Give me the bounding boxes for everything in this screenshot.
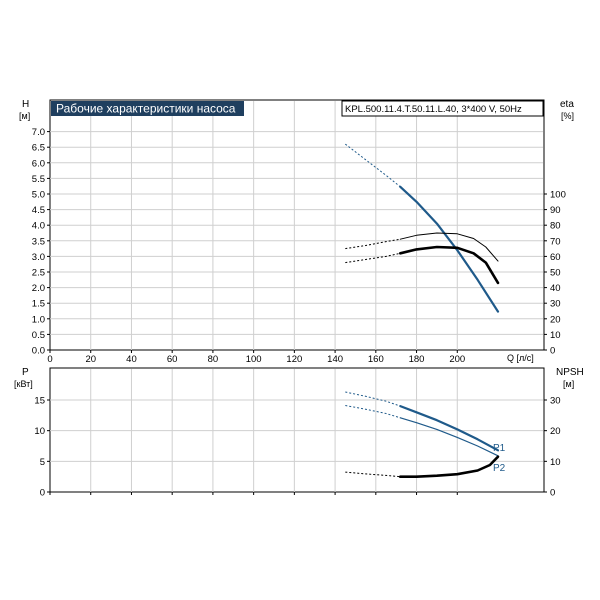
p-axis-unit: [кВт] [14,379,33,389]
p1-curve-label: P1 [493,443,506,454]
model-label-box [341,100,544,117]
bottom-y-right-tick-label: 10 [550,457,561,468]
q-tick-label: 0 [47,354,52,365]
npsh-axis-label: NPSH [556,367,584,378]
eta_thin-curve-extrapolated [345,238,401,250]
h-curve [399,185,500,313]
bottom-y-right-tick-label: 30 [550,396,561,407]
top-y-right-tick-label: 10 [550,330,561,341]
q-tick-label: 200 [449,354,465,365]
q-tick-label: 100 [246,354,262,365]
top-y-left-tick-label: 7.0 [32,127,45,138]
q-axis-label: Q [л/с] [507,353,534,363]
top-y-right-tick-label: 40 [550,283,561,294]
p1-curve-extrapolated [345,391,401,407]
chart-title: Рабочие характеристики насоса [56,102,236,116]
q-tick-label: 60 [167,354,178,365]
bottom-y-right-tick-label: 0 [550,488,555,499]
bottom-series [345,391,500,479]
top-y-left-tick-label: 5.5 [32,174,45,185]
p-axis-label: P [22,367,29,378]
bottom-y-right-tick-label: 20 [550,426,561,437]
bottom-y-left-tick-label: 5 [40,457,45,468]
top-y-left-tick-label: 5.0 [32,190,45,201]
top-series [344,143,500,313]
top-y-left-tick-label: 0.0 [32,346,45,357]
q-tick-label: 140 [327,354,343,365]
bottom-y-left-tick-label: 10 [34,426,45,437]
bottom-y-left-tick-label: 0 [40,488,45,499]
top-panel: 0 20 40 60 80 100 120 140 160 180 2000.00.51.01.52… [19,99,574,365]
p2-curve-extrapolated [345,405,401,419]
q-tick-label: 120 [286,354,302,365]
top-y-right-tick-label: 20 [550,314,561,325]
q-tick-label: 180 [409,354,425,365]
top-y-right-tick-label: 30 [550,299,561,310]
model-label: KPL.500.11.4.T.50.11.L.40, 3*400 V, 50Hz [345,104,522,115]
top-y-left-tick-label: 4.0 [32,221,45,232]
h-axis-unit: [м] [19,111,30,121]
top-y-left-tick-label: 2.5 [32,268,45,279]
top-ticks: 0 20 40 60 80 100 120 140 160 180 2000.00.51.01.52… [32,127,566,365]
eta-axis-label: eta [560,99,574,110]
eta_thin-curve [399,232,499,262]
q-tick-label: 20 [85,354,96,365]
top-y-right-tick-label: 60 [550,252,561,263]
top-y-left-tick-label: 0.5 [32,330,45,341]
p1-curve [399,405,500,452]
chart-title-box [51,101,244,116]
top-y-left-tick-label: 1.5 [32,299,45,310]
npsh-curve [398,455,500,479]
top-y-left-tick-label: 2.0 [32,283,45,294]
bottom-y-left-tick-label: 15 [34,396,45,407]
q-tick-label: 160 [368,354,384,365]
top-y-left-tick-label: 3.5 [32,236,45,247]
bottom-panel: 0 5 10 15 0 10 20 30 P [кВт] NPSH [м] P1 P2 [14,367,584,499]
p2-curve [399,417,499,457]
top-y-left-tick-label: 3.0 [32,252,45,263]
q-tick-label: 40 [126,354,137,365]
top-grid [50,101,543,350]
npsh-axis-unit: [м] [563,379,574,389]
top-y-right-tick-label: 80 [550,221,561,232]
top-y-right-tick-label: 50 [550,268,561,279]
eta_thick-curve [398,245,500,285]
top-y-left-tick-label: 1.0 [32,314,45,325]
h-axis-label: H [22,99,29,110]
h-curve-extrapolated [344,143,401,188]
q-tick-label: 80 [208,354,219,365]
bottom-plot-frame [49,367,545,493]
top-y-right-tick-label: 70 [550,236,561,247]
top-y-left-tick-label: 6.0 [32,158,45,169]
bottom-ticks: 0 5 10 15 0 10 20 30 [34,396,560,499]
bottom-grid [50,369,543,492]
npsh-curve-extrapolated [345,471,401,478]
top-y-left-tick-label: 4.5 [32,205,45,216]
top-y-right-tick-label: 0 [550,346,555,357]
eta-axis-unit: [%] [561,111,574,121]
top-y-right-tick-label: 90 [550,205,561,216]
p2-curve-label: P2 [493,463,506,474]
eta_thick-curve-extrapolated [345,252,401,264]
top-y-right-tick-label: 100 [550,190,566,201]
top-y-left-tick-label: 6.5 [32,143,45,154]
